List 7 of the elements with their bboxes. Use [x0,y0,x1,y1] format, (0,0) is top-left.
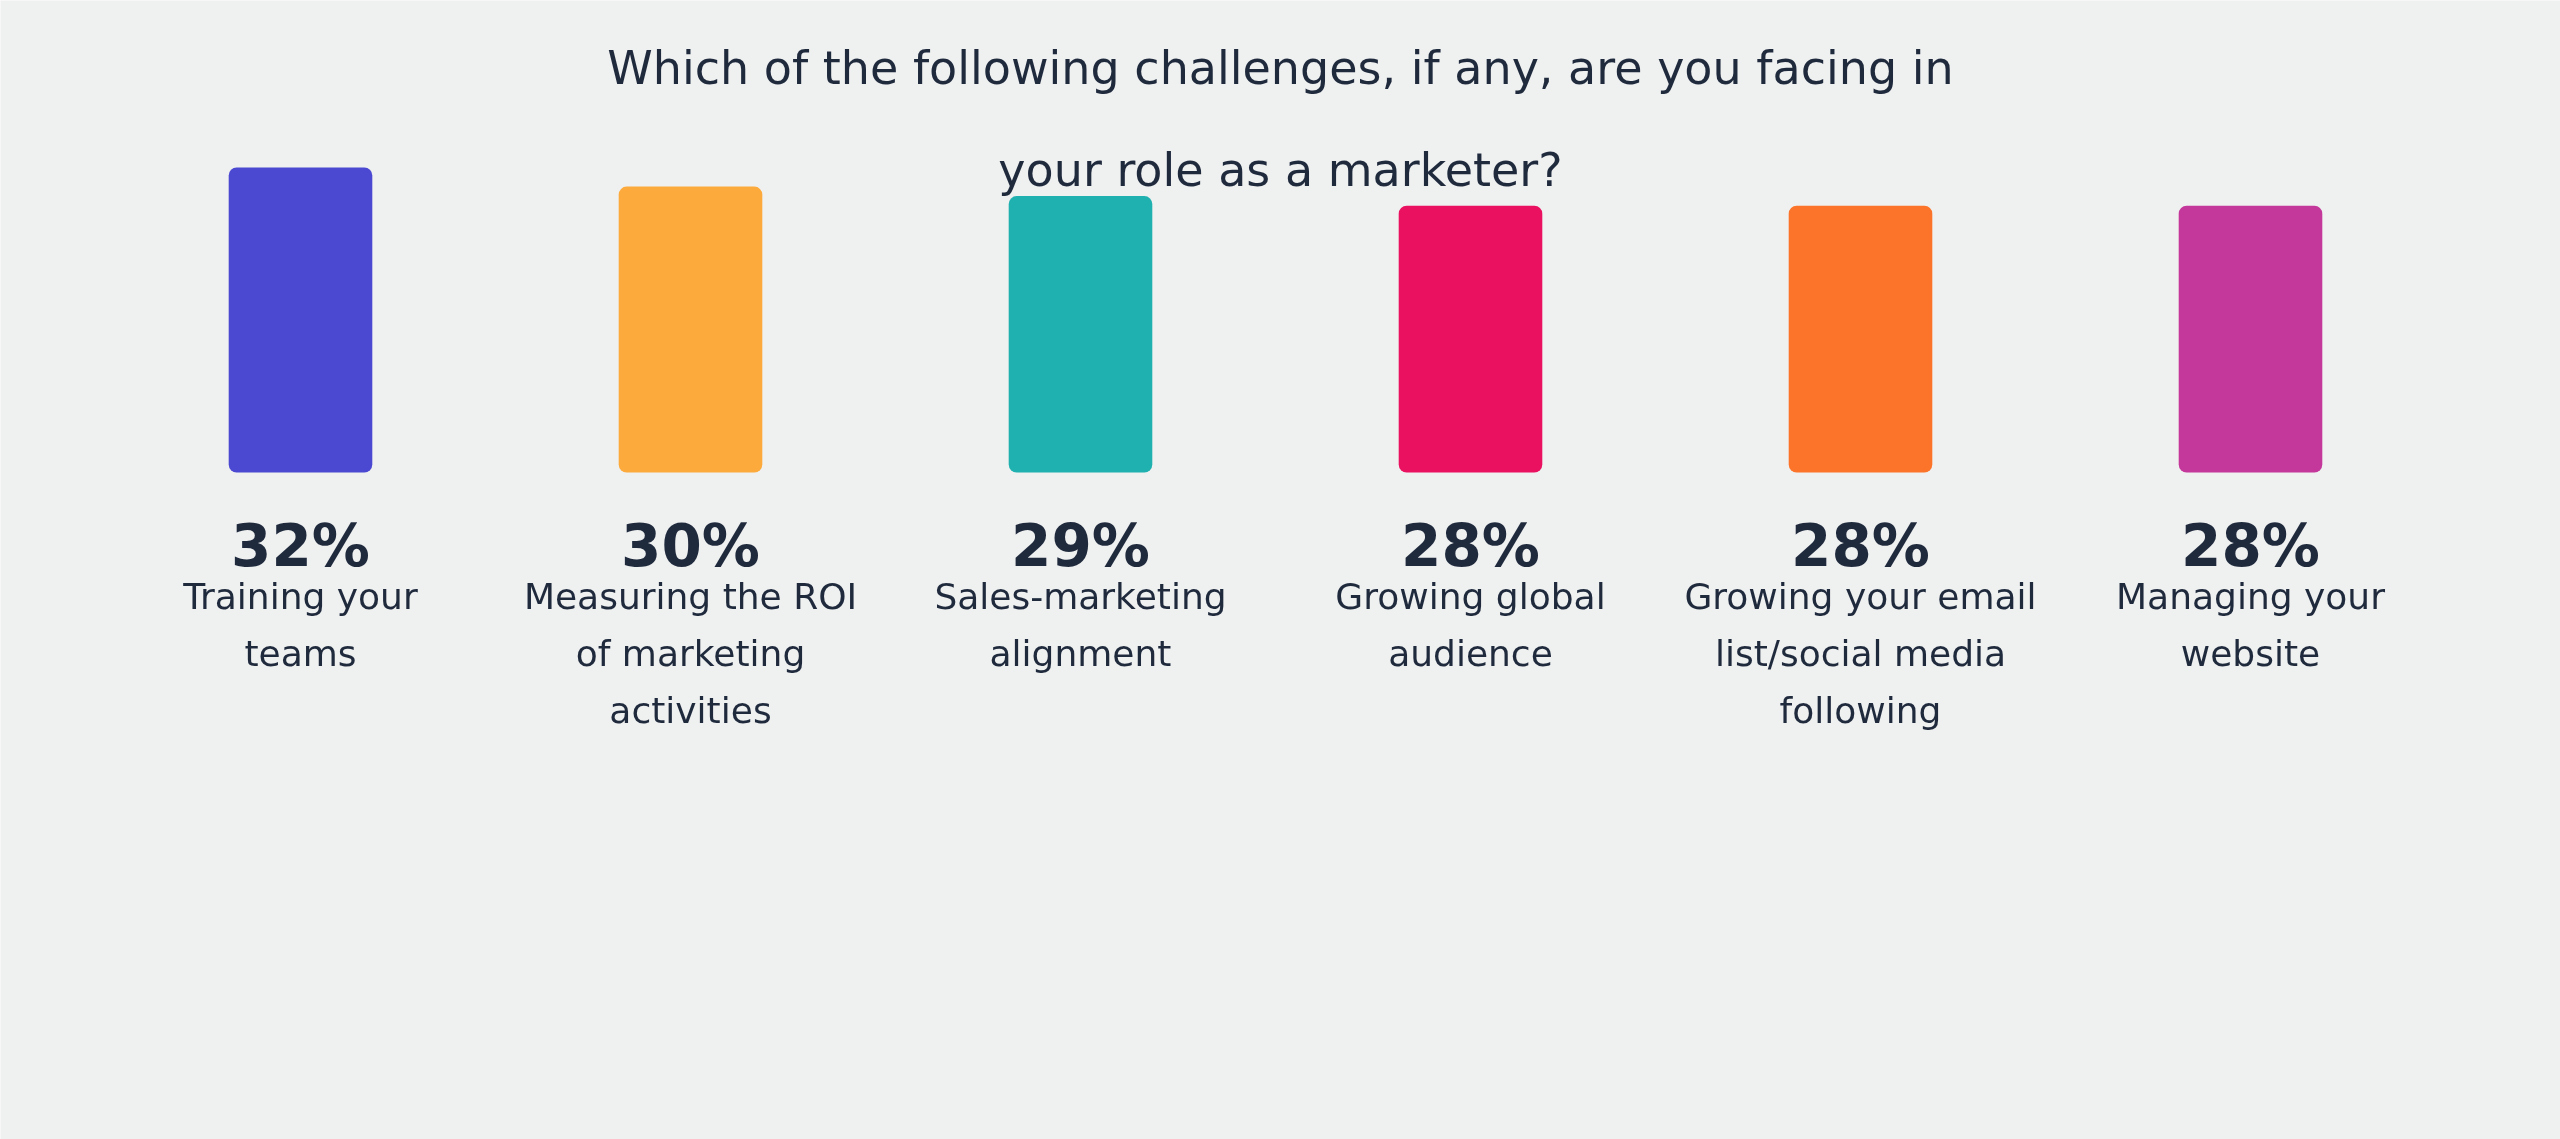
bar [2178,205,2323,473]
bar [1788,205,1933,473]
bar [1398,205,1543,473]
chart-title: Which of the following challenges, if any, are you facing in your role as a marketer? [607,40,1954,198]
bar [1008,196,1153,473]
bar [228,167,373,473]
bar [618,186,763,473]
